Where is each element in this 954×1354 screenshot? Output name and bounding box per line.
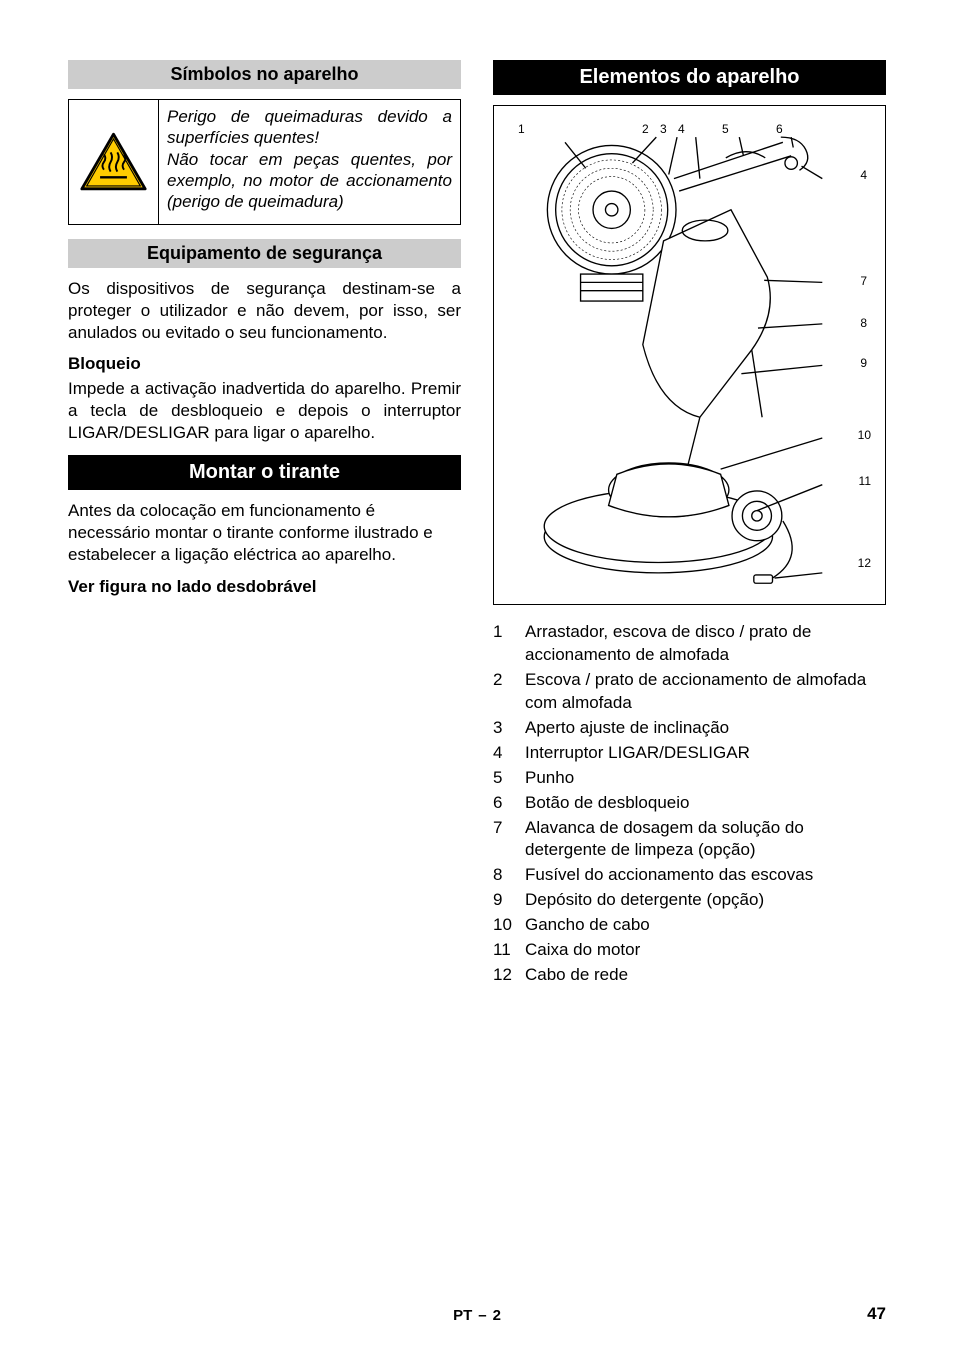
montar-body: Antes da colocação em funcionamento é ne… — [68, 500, 461, 566]
parts-list-item: 3Aperto ajuste de inclinação — [493, 717, 886, 740]
callout-6: 6 — [776, 122, 783, 136]
safety-body: Os dispositivos de segurança destinam-se… — [68, 278, 461, 344]
right-column: Elementos do aparelho — [493, 60, 886, 989]
heading-symbols: Símbolos no aparelho — [68, 60, 461, 89]
parts-list-num: 12 — [493, 964, 525, 987]
parts-list-num: 4 — [493, 742, 525, 765]
hot-surface-warning-icon — [79, 130, 148, 194]
parts-list-item: 5Punho — [493, 767, 886, 790]
parts-list-text: Gancho de cabo — [525, 914, 886, 937]
parts-list-text: Interruptor LIGAR/DESLIGAR — [525, 742, 886, 765]
parts-list-item: 7Alavanca de dosagem da solução do deter… — [493, 817, 886, 863]
left-column: Símbolos no aparelho Perigo de queimadur… — [68, 60, 461, 989]
callout-5: 5 — [722, 122, 729, 136]
footer: PT – 2 — [0, 1307, 954, 1324]
parts-list-text: Cabo de rede — [525, 964, 886, 987]
warning-text: Perigo de queimaduras devido a superfíci… — [159, 100, 460, 224]
parts-list-text: Botão de desbloqueio — [525, 792, 886, 815]
callout-3: 3 — [660, 122, 667, 136]
parts-list-item: 9Depósito do detergente (opção) — [493, 889, 886, 912]
parts-list-item: 12Cabo de rede — [493, 964, 886, 987]
parts-list-num: 1 — [493, 621, 525, 667]
parts-list: 1Arrastador, escova de disco / prato de … — [493, 621, 886, 987]
footer-sep: – — [478, 1307, 486, 1324]
parts-list-item: 11Caixa do motor — [493, 939, 886, 962]
parts-list-item: 1Arrastador, escova de disco / prato de … — [493, 621, 886, 667]
callout-7: 7 — [860, 274, 867, 288]
callout-8: 8 — [860, 316, 867, 330]
warning-box: Perigo de queimaduras devido a superfíci… — [68, 99, 461, 225]
callout-4b: 4 — [860, 168, 867, 182]
parts-list-text: Escova / prato de accionamento de almofa… — [525, 669, 886, 715]
subheading-bloqueio: Bloqueio — [68, 354, 461, 374]
parts-list-item: 6Botão de desbloqueio — [493, 792, 886, 815]
parts-list-num: 11 — [493, 939, 525, 962]
callout-9: 9 — [860, 356, 867, 370]
parts-list-num: 9 — [493, 889, 525, 912]
parts-list-num: 6 — [493, 792, 525, 815]
parts-list-text: Depósito do detergente (opção) — [525, 889, 886, 912]
callout-2: 2 — [642, 122, 649, 136]
parts-list-text: Caixa do motor — [525, 939, 886, 962]
device-diagram: 1 2 3 4 5 6 4 7 8 9 10 11 12 — [493, 105, 886, 605]
parts-list-text: Alavanca de dosagem da solução do deterg… — [525, 817, 886, 863]
callout-1: 1 — [518, 122, 525, 136]
callout-4a: 4 — [678, 122, 685, 136]
see-figure-line: Ver figura no lado desdobrável — [68, 576, 461, 598]
parts-list-text: Fusível do accionamento das escovas — [525, 864, 886, 887]
heading-montar-tirante: Montar o tirante — [68, 455, 461, 490]
parts-list-item: 4Interruptor LIGAR/DESLIGAR — [493, 742, 886, 765]
parts-list-num: 3 — [493, 717, 525, 740]
parts-list-text: Arrastador, escova de disco / prato de a… — [525, 621, 886, 667]
callout-12: 12 — [858, 556, 871, 570]
callout-11: 11 — [859, 474, 871, 488]
parts-list-num: 5 — [493, 767, 525, 790]
parts-list-num: 8 — [493, 864, 525, 887]
footer-inner-page: 2 — [493, 1307, 501, 1324]
parts-list-item: 2Escova / prato de accionamento de almof… — [493, 669, 886, 715]
heading-safety-equipment: Equipamento de segurança — [68, 239, 461, 268]
parts-list-num: 7 — [493, 817, 525, 863]
floor-machine-diagram-icon — [494, 106, 885, 604]
parts-list-item: 10Gancho de cabo — [493, 914, 886, 937]
bloqueio-body: Impede a activação inadvertida do aparel… — [68, 378, 461, 444]
warning-icon-cell — [69, 100, 159, 224]
heading-elementos: Elementos do aparelho — [493, 60, 886, 95]
parts-list-text: Aperto ajuste de inclinação — [525, 717, 886, 740]
page-number: 47 — [867, 1304, 886, 1324]
parts-list-text: Punho — [525, 767, 886, 790]
parts-list-num: 10 — [493, 914, 525, 937]
callout-10: 10 — [858, 428, 871, 442]
parts-list-item: 8Fusível do accionamento das escovas — [493, 864, 886, 887]
footer-lang: PT — [453, 1307, 472, 1324]
parts-list-num: 2 — [493, 669, 525, 715]
